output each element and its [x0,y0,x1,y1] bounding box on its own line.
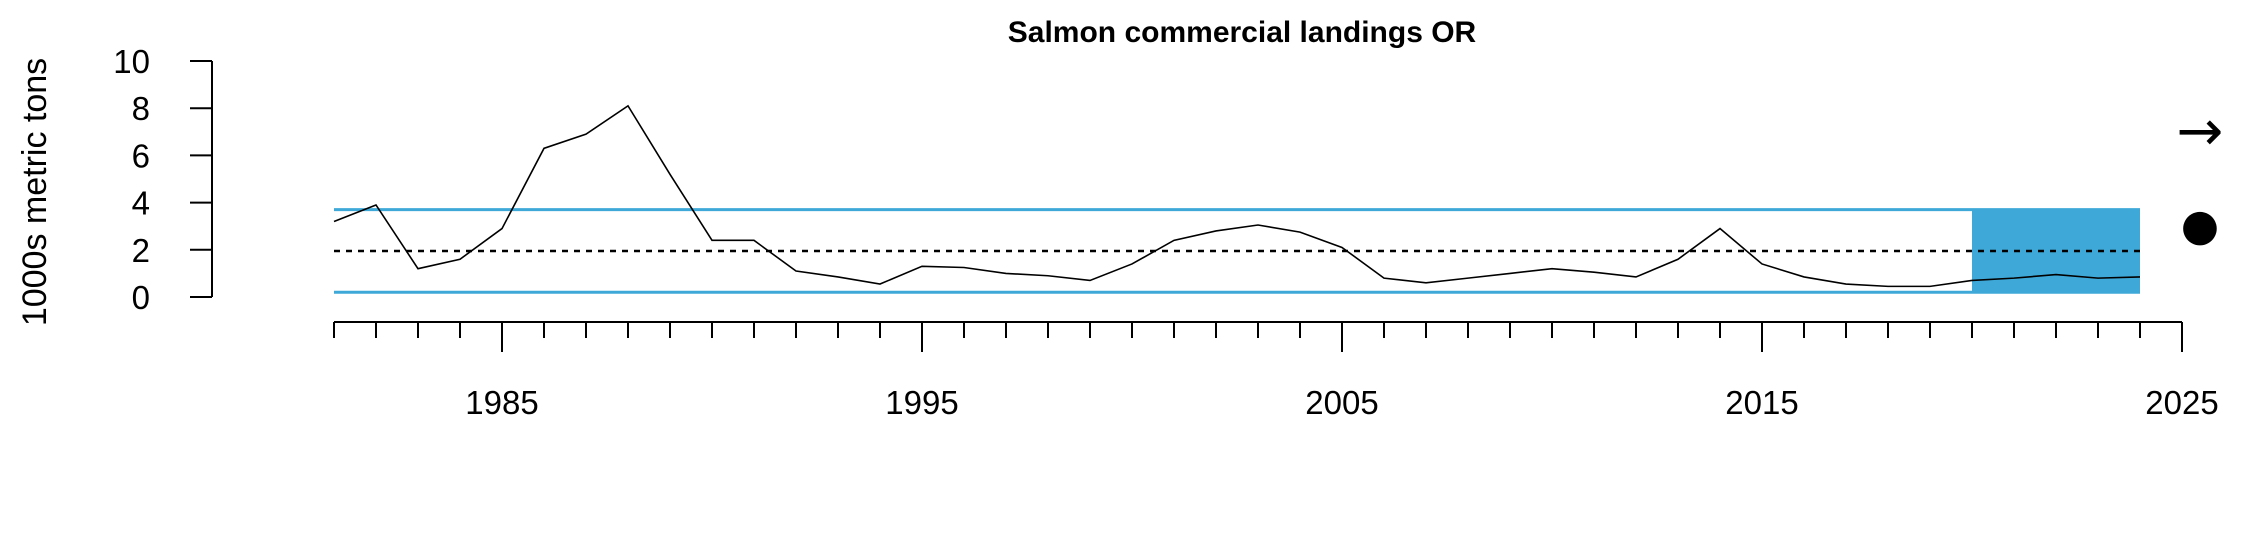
y-tick-label: 0 [132,279,150,316]
chart-title: Salmon commercial landings OR [1008,16,1477,49]
y-tick-label: 6 [132,137,150,174]
series-line-landings [333,104,2141,288]
x-axis: 1985 1995 2005 2015 2025 [333,321,2219,421]
y-tick-label: 2 [132,232,150,269]
x-tick-label: 1985 [465,384,538,421]
x-tick-label: 2005 [1305,384,1378,421]
x-tick-label: 1995 [885,384,958,421]
trend-arrow-symbol: → [2177,99,2224,164]
status-dot-symbol: ● [2181,200,2219,251]
series-group [333,104,2141,288]
y-tick-label: 8 [132,90,150,127]
y-tick-label: 4 [132,185,150,222]
y-axis: 0 2 4 6 8 10 [113,43,213,316]
x-tick-label: 2025 [2145,384,2218,421]
y-tick-label: 10 [113,43,150,80]
y-axis-label: 1000s metric tons [16,58,54,326]
x-tick-label: 2015 [1725,384,1798,421]
reference-lines [334,208,2140,294]
